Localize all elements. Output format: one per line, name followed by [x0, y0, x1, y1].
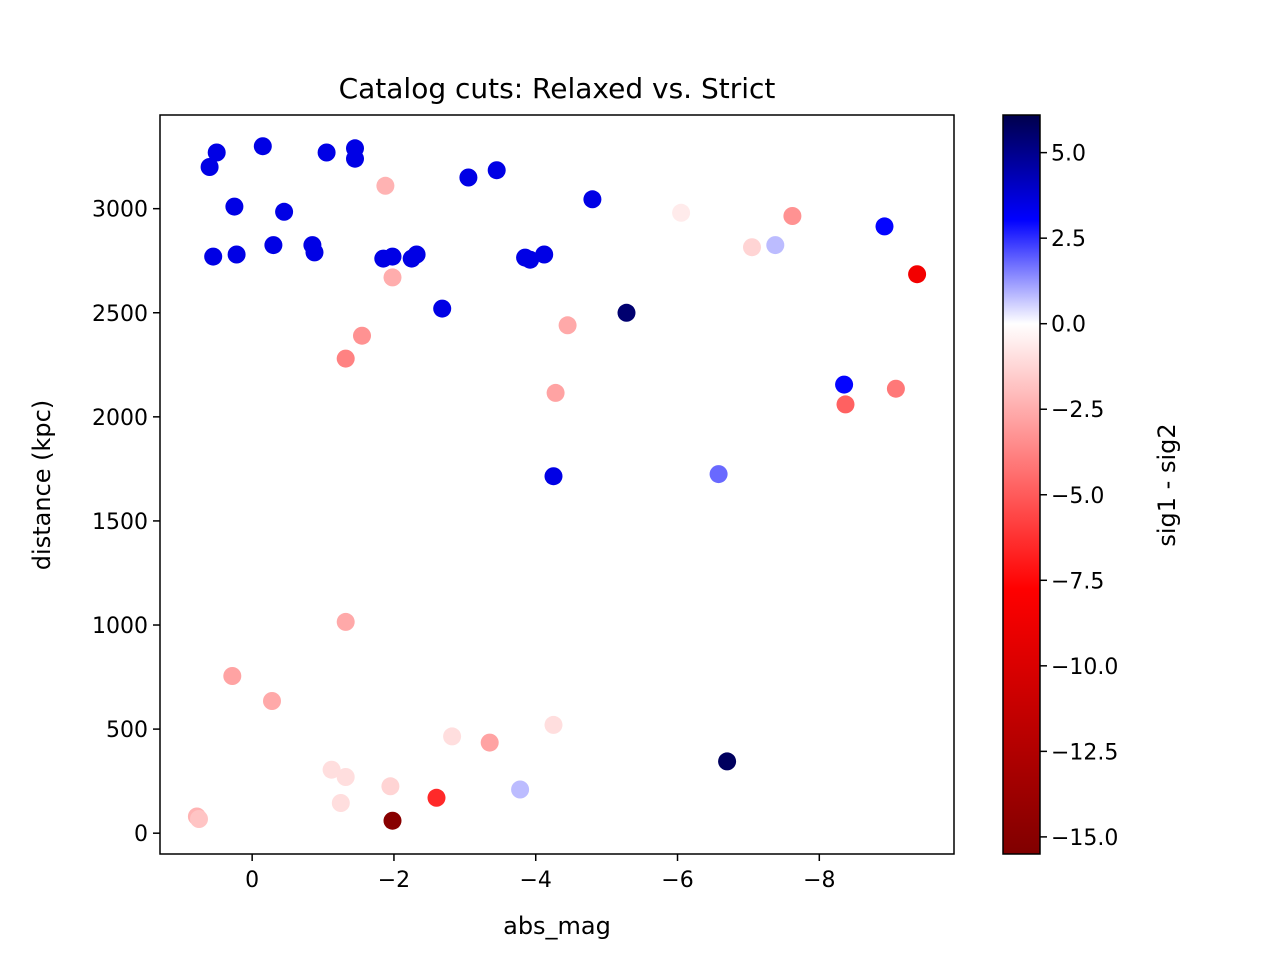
data-point: [336, 768, 355, 786]
data-point: [617, 303, 636, 322]
data-point: [709, 465, 728, 484]
y-tick-label: 2500: [92, 302, 148, 327]
data-point: [511, 780, 530, 799]
x-axis-label: abs_mag: [503, 912, 611, 940]
y-tick-label: 1500: [92, 510, 148, 535]
data-point: [544, 715, 563, 734]
data-point: [200, 158, 219, 176]
data-point: [583, 190, 602, 209]
data-point: [322, 760, 341, 779]
data-point: [264, 236, 283, 255]
data-point: [783, 207, 802, 225]
data-point: [521, 250, 540, 269]
y-tick-label: 500: [106, 718, 148, 743]
data-point: [207, 143, 226, 162]
data-point: [459, 168, 478, 187]
data-point: [836, 395, 855, 414]
colorbar-label: sig1 - sig2: [1153, 423, 1181, 546]
points-layer: [187, 137, 927, 830]
data-point: [433, 299, 452, 318]
data-point: [353, 326, 371, 345]
x-tick-label: −8: [803, 868, 835, 893]
data-point: [427, 788, 446, 807]
x-tick-label: −6: [661, 868, 693, 893]
data-point: [336, 349, 355, 368]
colorbar-frame: [1002, 114, 1041, 855]
data-point: [718, 752, 737, 771]
colorbar-tick-label: −7.5: [1051, 569, 1104, 594]
y-tick-label: 3000: [92, 198, 148, 223]
data-point: [672, 203, 691, 222]
data-point: [544, 467, 563, 486]
x-tick-label: −4: [520, 868, 552, 893]
data-point: [480, 733, 499, 752]
colorbar-tick-label: 0.0: [1051, 313, 1086, 338]
data-point: [908, 265, 927, 284]
y-tick-label: 2000: [92, 406, 148, 431]
data-point: [227, 245, 246, 264]
data-point: [487, 161, 506, 180]
data-point: [443, 727, 462, 746]
data-point: [381, 777, 400, 796]
y-tick-label: 1000: [92, 614, 148, 639]
y-axis: 0 500 1000 1500 2000 2500 3000: [92, 198, 160, 847]
chart-title: Catalog cuts: Relaxed vs. Strict: [339, 72, 776, 105]
x-axis: 0 −2 −4 −6 −8: [245, 854, 836, 893]
colorbar-tick-label: −2.5: [1051, 398, 1104, 423]
data-point: [558, 316, 577, 335]
x-tick-label: −2: [378, 868, 410, 893]
y-tick-label: 0: [134, 822, 148, 847]
data-point: [253, 137, 272, 156]
data-point: [190, 810, 208, 828]
data-point: [383, 247, 402, 266]
data-point: [331, 794, 350, 812]
data-point: [835, 375, 854, 394]
data-point: [766, 236, 785, 255]
data-point: [383, 268, 402, 287]
y-axis-label: distance (kpc): [28, 400, 56, 570]
data-point: [535, 245, 554, 264]
data-point: [225, 197, 244, 216]
colorbar-tick-label: −15.0: [1051, 826, 1118, 851]
data-point: [886, 379, 905, 398]
data-point: [336, 612, 355, 631]
data-point: [407, 245, 426, 264]
data-point: [305, 243, 324, 262]
colorbar-axis: 5.0 2.5 0.0 −2.5 −5.0 −7.5 −10.0 −12.5 −15.0: [1040, 142, 1118, 851]
data-point: [376, 176, 395, 195]
data-point: [383, 811, 402, 830]
plot-frame: [159, 114, 955, 855]
colorbar-tick-label: 5.0: [1051, 142, 1086, 167]
data-point: [743, 238, 761, 257]
colorbar-tick-label: −5.0: [1051, 484, 1104, 509]
data-point: [346, 149, 364, 168]
data-point: [317, 143, 336, 162]
data-point: [204, 247, 223, 266]
colorbar: [1003, 115, 1040, 854]
data-point: [875, 217, 894, 236]
data-point: [275, 202, 294, 221]
colorbar-tick-label: −12.5: [1051, 740, 1118, 765]
data-point: [223, 667, 242, 685]
colorbar-tick-label: −10.0: [1051, 655, 1118, 680]
colorbar-tick-label: 2.5: [1051, 227, 1086, 252]
x-tick-label: 0: [245, 868, 259, 893]
data-point: [263, 692, 281, 710]
data-point: [546, 383, 565, 402]
